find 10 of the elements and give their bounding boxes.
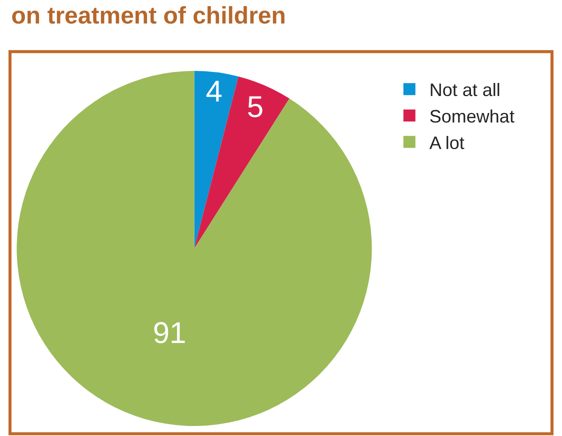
pie-slice <box>16 70 372 426</box>
legend-label: Somewhat <box>429 106 514 126</box>
data-label: 91 <box>152 317 186 350</box>
chart-title: on treatment of children <box>11 2 286 30</box>
data-label: 5 <box>246 91 264 124</box>
legend-label: A lot <box>429 132 464 153</box>
pie-slice <box>194 70 238 248</box>
data-label: 4 <box>206 75 222 108</box>
pie-slice <box>194 76 290 248</box>
legend-label: Not at all <box>429 80 500 100</box>
